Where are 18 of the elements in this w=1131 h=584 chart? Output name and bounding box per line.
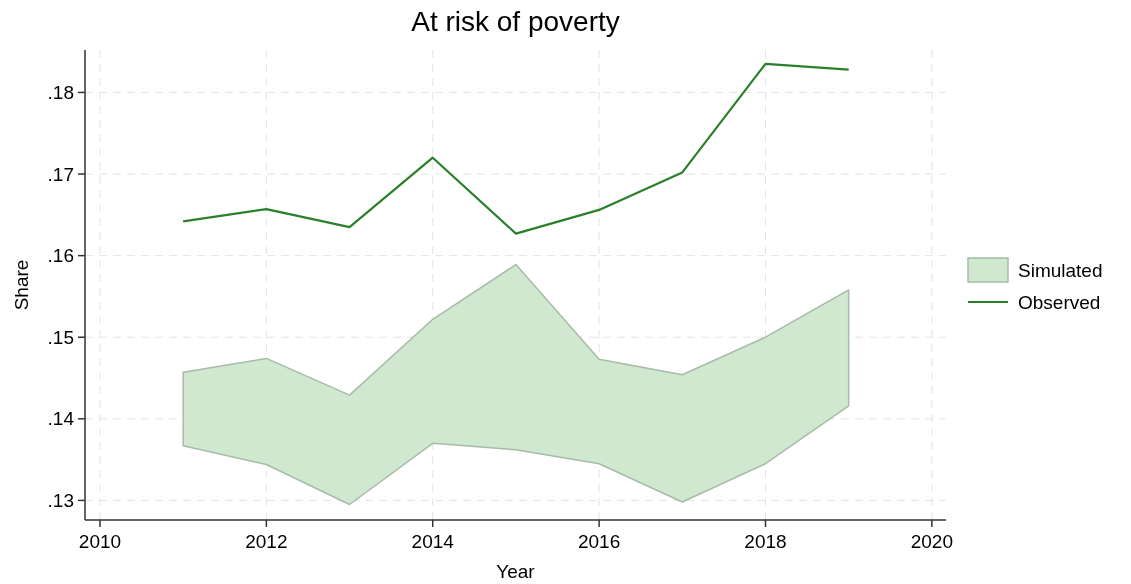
legend-label: Simulated (1018, 259, 1103, 281)
legend-label: Observed (1018, 291, 1101, 313)
y-tick-label: .15 (47, 326, 74, 348)
x-tick-label: 2020 (910, 531, 953, 552)
y-tick-label: .14 (47, 408, 75, 430)
x-tick-label: 2012 (245, 531, 288, 552)
y-tick-label: .16 (47, 245, 74, 267)
chart-title: At risk of poverty (411, 6, 620, 37)
x-tick-label: 2010 (78, 531, 122, 552)
y-tick-label: .17 (47, 163, 74, 185)
x-tick-label: 2018 (744, 531, 787, 552)
x-axis-title: Year (496, 561, 536, 582)
line-series (182, 62, 850, 235)
x-tick-label: 2016 (577, 531, 621, 552)
y-tick-label: .13 (47, 490, 74, 512)
x-tick-label: 2014 (411, 531, 455, 552)
y-tick-label: .18 (47, 82, 74, 104)
y-axis-title: Share (11, 259, 32, 311)
